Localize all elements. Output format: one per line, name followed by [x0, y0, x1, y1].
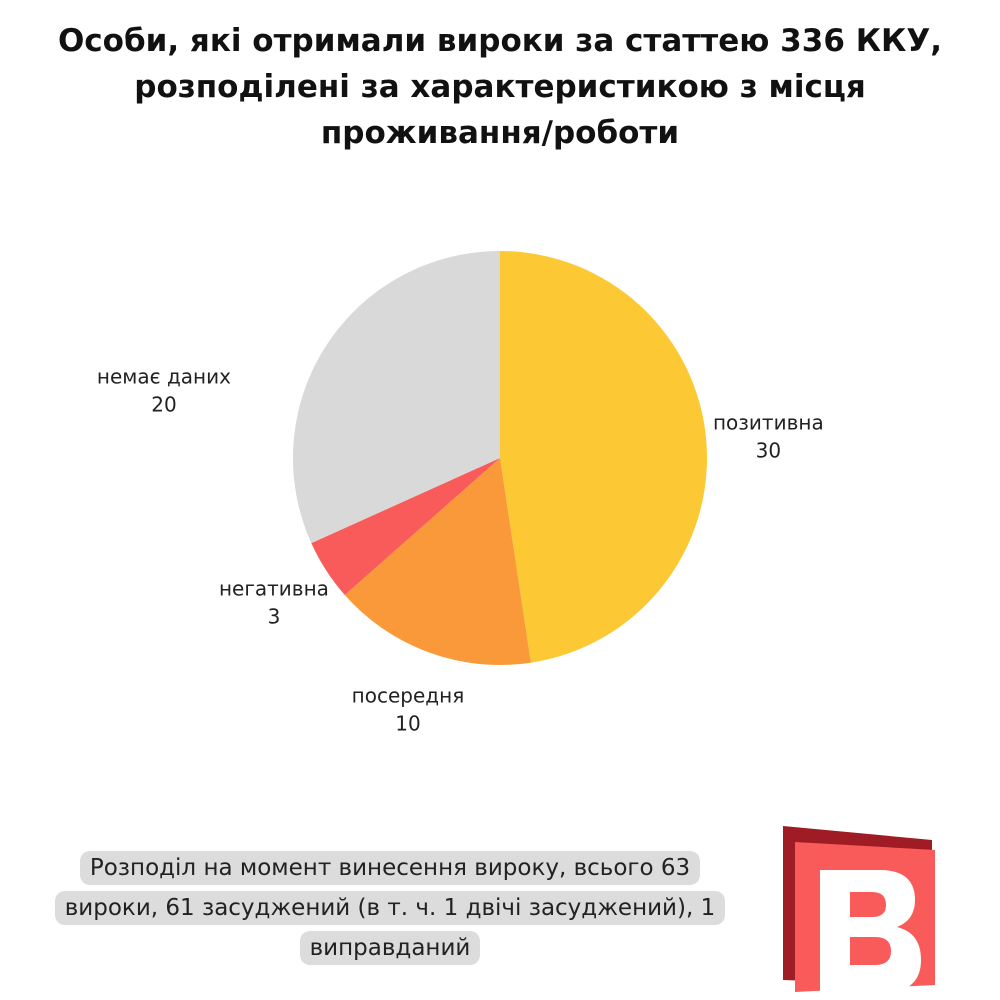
- pie-slice: [293, 251, 500, 544]
- slice-value: 30: [756, 438, 781, 462]
- slice-label: посередня: [352, 683, 465, 707]
- slice-value: 10: [395, 711, 420, 735]
- chart-title: Особи, які отримали вироки за статтею 33…: [57, 23, 943, 151]
- pie-slice: [344, 458, 531, 665]
- note: Розподіл на момент винесення вироку, всь…: [40, 848, 740, 968]
- slice-value: 3: [268, 604, 281, 628]
- pie-slice: [311, 458, 500, 595]
- logo: [783, 826, 935, 993]
- slice-label: позитивна: [713, 410, 824, 434]
- pie-slice: [500, 251, 707, 663]
- slice-label: немає даних: [97, 365, 231, 389]
- slice-value: 20: [151, 393, 176, 417]
- note-text: Розподіл на момент винесення вироку, всь…: [54, 851, 726, 965]
- slice-label: негативна: [219, 576, 329, 600]
